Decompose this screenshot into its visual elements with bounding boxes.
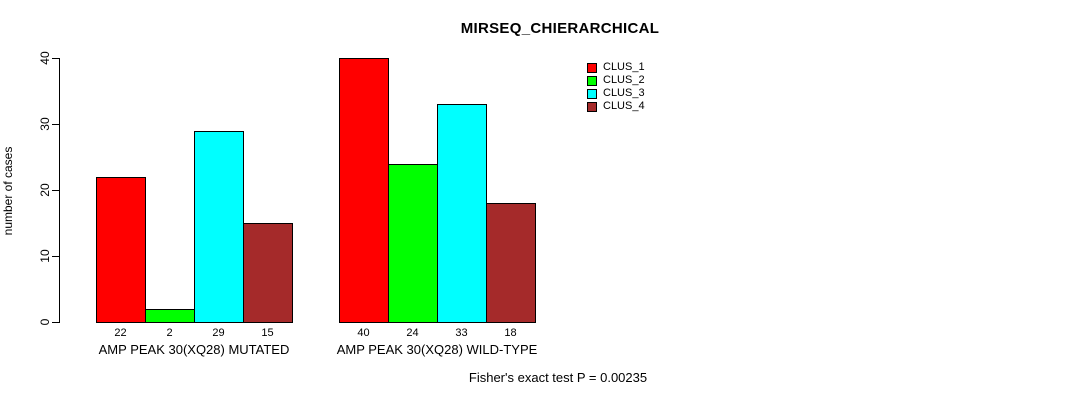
bar — [145, 308, 195, 323]
bar-value-label: 29 — [212, 327, 225, 339]
bar — [388, 163, 438, 323]
bar — [194, 130, 244, 323]
legend-item: CLUS_4 — [587, 100, 645, 113]
bar-value-label: 33 — [455, 327, 468, 339]
y-tick — [52, 190, 59, 191]
legend-item: CLUS_2 — [587, 74, 645, 87]
legend-label: CLUS_4 — [603, 100, 645, 112]
legend: CLUS_1 CLUS_2 CLUS_3 CLUS_4 — [587, 61, 645, 113]
y-axis-label: number of cases — [1, 146, 15, 236]
y-tick — [52, 58, 59, 59]
y-tick — [52, 322, 59, 323]
bar-value-label: 22 — [114, 327, 127, 339]
chart-title: MIRSEQ_CHIERARCHICAL — [460, 20, 660, 37]
legend-label: CLUS_1 — [603, 61, 645, 73]
group-label: AMP PEAK 30(XQ28) WILD-TYPE — [336, 342, 538, 357]
legend-swatch-icon — [587, 101, 597, 112]
legend-swatch-icon — [587, 88, 597, 99]
y-tick-label: 0 — [38, 318, 52, 326]
bar — [96, 176, 146, 323]
bar — [437, 104, 487, 323]
bar — [339, 58, 389, 323]
bar — [243, 223, 293, 323]
bar-value-label: 18 — [504, 327, 517, 339]
bar-value-label: 15 — [261, 327, 274, 339]
y-tick — [52, 124, 59, 125]
legend-swatch-icon — [587, 62, 597, 73]
y-tick-label: 40 — [38, 51, 52, 65]
y-tick-label: 30 — [38, 117, 52, 131]
group-label: AMP PEAK 30(XQ28) MUTATED — [98, 342, 290, 357]
bar-value-label: 2 — [166, 327, 173, 339]
annotation-text: Fisher's exact test P = 0.00235 — [468, 370, 648, 385]
legend-label: CLUS_3 — [603, 87, 645, 99]
legend-item: CLUS_3 — [587, 87, 645, 100]
legend-label: CLUS_2 — [603, 74, 645, 86]
bar — [486, 203, 536, 323]
y-tick — [52, 256, 59, 257]
y-tick-label: 20 — [38, 183, 52, 197]
legend-swatch-icon — [587, 75, 597, 86]
bar-value-label: 24 — [406, 327, 419, 339]
y-tick-label: 10 — [38, 249, 52, 263]
bar-value-label: 40 — [357, 327, 370, 339]
legend-item: CLUS_1 — [587, 61, 645, 74]
y-axis-line — [59, 58, 60, 323]
